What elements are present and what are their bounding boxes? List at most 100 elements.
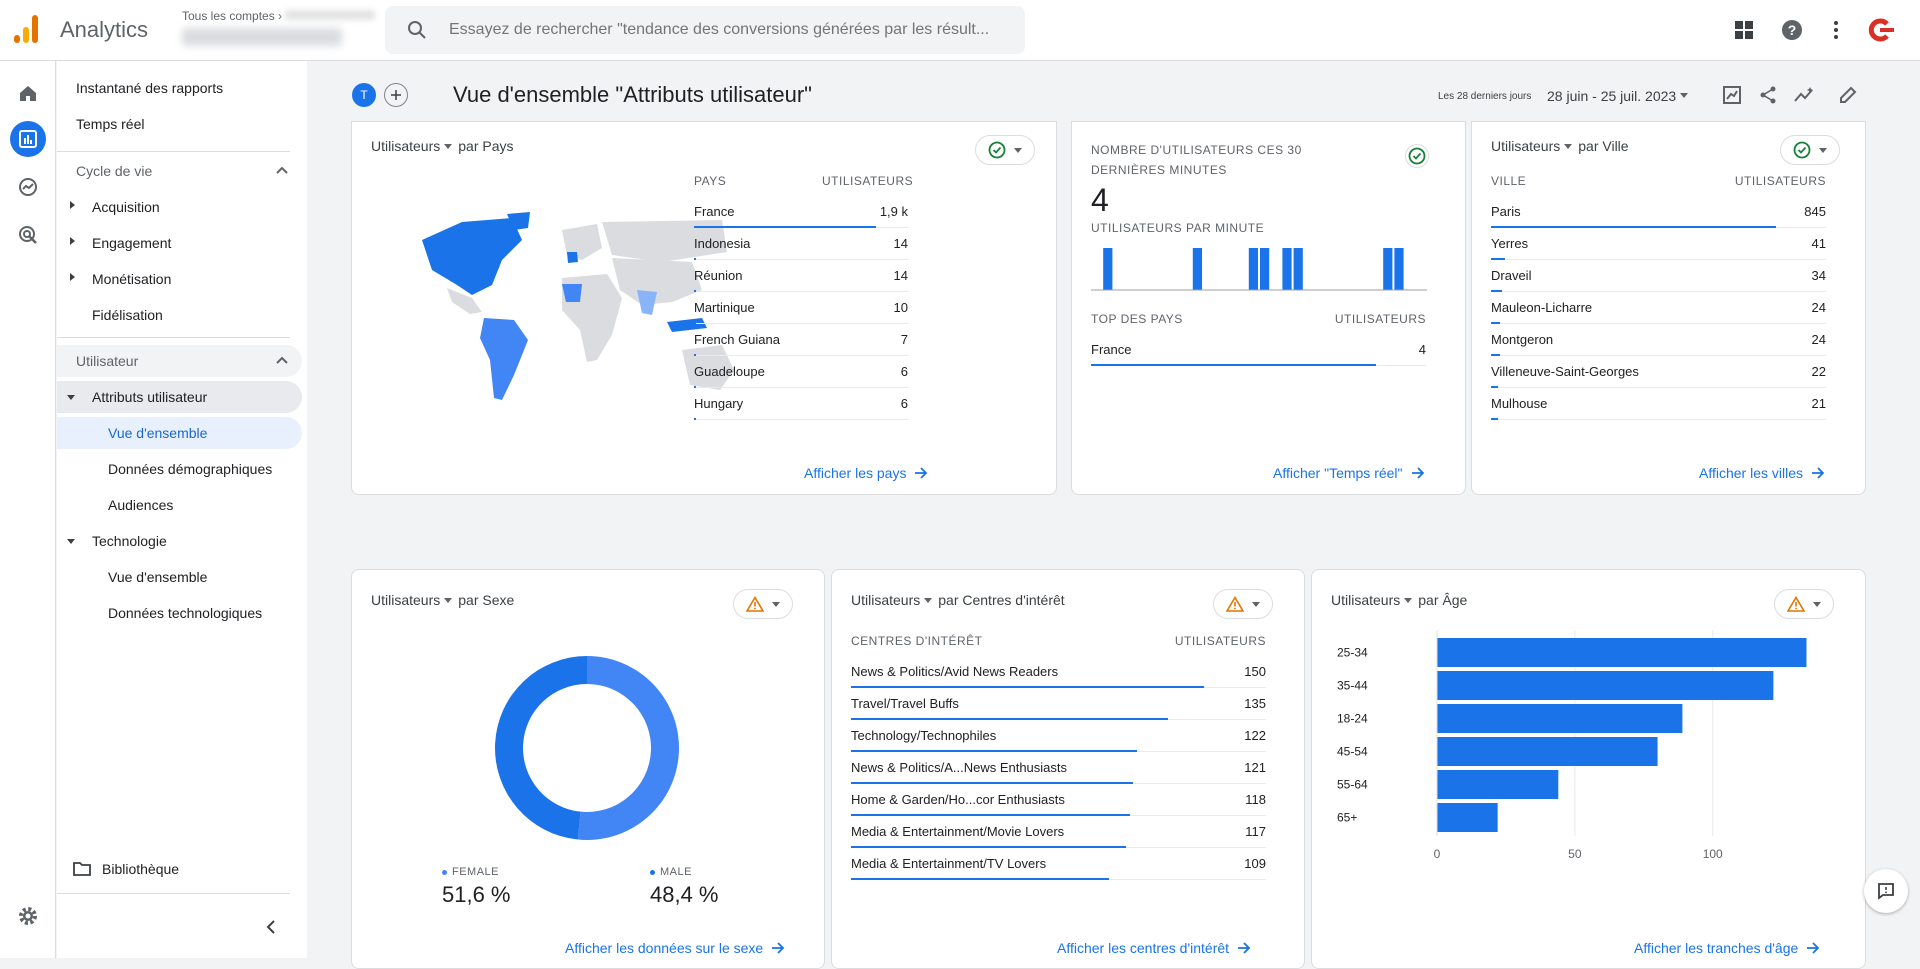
metric-selector[interactable]: Utilisateurs — [371, 592, 441, 608]
table-row[interactable]: Hungary 6 — [694, 388, 908, 420]
advertising-icon[interactable] — [10, 217, 46, 253]
property-name-blurred[interactable] — [182, 28, 342, 46]
metric-selector[interactable]: Utilisateurs — [371, 138, 441, 154]
nav-monetisation[interactable]: Monétisation — [92, 271, 172, 287]
age-bar[interactable] — [1437, 737, 1658, 766]
reports-icon[interactable] — [10, 121, 46, 157]
search-bar[interactable] — [385, 6, 1025, 54]
nav-tech-overview[interactable]: Vue d'ensemble — [108, 569, 208, 585]
table-row[interactable]: Mulhouse 21 — [1491, 388, 1826, 420]
chevron-up-icon[interactable] — [275, 355, 289, 365]
table-row[interactable]: France 1,9 k — [694, 196, 908, 228]
table-row[interactable]: Villeneuve-Saint-Georges 22 — [1491, 356, 1826, 388]
table-row[interactable]: Draveil 34 — [1491, 260, 1826, 292]
age-card-title[interactable]: Utilisateurs par Âge — [1331, 592, 1467, 608]
nav-library[interactable]: Bibliothèque — [102, 861, 180, 877]
table-row[interactable]: Paris 845 — [1491, 196, 1826, 228]
account-breadcrumb[interactable]: Tous les comptes › — [182, 9, 283, 23]
table-row[interactable]: News & Politics/A...News Enthusiasts 121 — [851, 752, 1266, 784]
metric-selector[interactable]: Utilisateurs — [1331, 592, 1401, 608]
world-map[interactable] — [402, 210, 742, 440]
data-quality-chip[interactable] — [733, 589, 793, 619]
collapse-sidebar-chevron-icon[interactable] — [265, 919, 277, 935]
section-lifecycle[interactable]: Cycle de vie — [76, 163, 153, 179]
table-row[interactable]: Home & Garden/Ho...cor Enthusiasts 118 — [851, 784, 1266, 816]
expand-caret-icon[interactable] — [70, 237, 75, 245]
account-avatar[interactable] — [1862, 12, 1898, 48]
nav-demographics[interactable]: Données démographiques — [108, 461, 273, 477]
age-bar-chart[interactable]: 25-34 35-44 18-24 45-54 55-64 65+ 0 50 100 — [1312, 630, 1866, 870]
check-circle-icon[interactable] — [1405, 144, 1429, 168]
country-card-title[interactable]: Utilisateurs par Pays — [371, 138, 514, 154]
gender-card-title[interactable]: Utilisateurs par Sexe — [371, 592, 514, 608]
table-row[interactable]: Technology/Technophiles 122 — [851, 720, 1266, 752]
donut-slice-male[interactable] — [495, 656, 587, 840]
customize-report-icon[interactable] — [1714, 77, 1750, 113]
nav-acquisition[interactable]: Acquisition — [92, 199, 160, 215]
table-row[interactable]: News & Politics/Avid News Readers 150 — [851, 656, 1266, 688]
table-row[interactable]: French Guiana 7 — [694, 324, 908, 356]
city-card-title[interactable]: Utilisateurs par Ville — [1491, 138, 1629, 154]
nav-user-attributes[interactable]: Attributs utilisateur — [92, 389, 208, 405]
view-age-link[interactable]: Afficher les tranches d'âge — [1634, 940, 1820, 956]
per-minute-chart[interactable] — [1091, 244, 1427, 292]
explore-icon[interactable] — [10, 169, 46, 205]
insights-icon[interactable] — [1786, 77, 1822, 113]
collapse-caret-icon[interactable] — [67, 539, 75, 544]
table-row[interactable]: Indonesia 14 — [694, 228, 908, 260]
feedback-icon[interactable] — [1864, 869, 1908, 913]
table-row[interactable]: Media & Entertainment/Movie Lovers 117 — [851, 816, 1266, 848]
settings-gear-icon[interactable] — [10, 898, 46, 934]
nav-retention[interactable]: Fidélisation — [92, 307, 163, 323]
metric-selector[interactable]: Utilisateurs — [1491, 138, 1561, 154]
expand-caret-icon[interactable] — [70, 201, 75, 209]
view-cities-link[interactable]: Afficher les villes — [1699, 465, 1825, 481]
view-realtime-link[interactable]: Afficher "Temps réel" — [1273, 465, 1425, 481]
table-row[interactable]: Montgeron 24 — [1491, 324, 1826, 356]
apps-grid-icon[interactable] — [1726, 12, 1762, 48]
gender-donut-chart[interactable] — [487, 648, 687, 848]
date-range-picker[interactable]: 28 juin - 25 juil. 2023 — [1547, 88, 1694, 104]
collapse-caret-icon[interactable] — [67, 395, 75, 400]
age-bar[interactable] — [1437, 704, 1683, 733]
nav-audiences[interactable]: Audiences — [108, 497, 174, 513]
search-input[interactable] — [449, 6, 1009, 54]
nav-technology[interactable]: Technologie — [92, 533, 167, 549]
table-row[interactable]: Travel/Travel Buffs 135 — [851, 688, 1266, 720]
data-quality-chip[interactable] — [975, 135, 1035, 165]
age-bar[interactable] — [1437, 671, 1774, 700]
donut-slice-female[interactable] — [577, 656, 680, 840]
nav-realtime[interactable]: Temps réel — [76, 116, 145, 132]
nav-tech-details[interactable]: Données technologiques — [108, 605, 263, 621]
age-bar[interactable] — [1437, 638, 1807, 667]
table-row[interactable]: Martinique 10 — [694, 292, 908, 324]
add-comparison-icon[interactable] — [384, 83, 408, 107]
nav-engagement[interactable]: Engagement — [92, 235, 172, 251]
nav-user-overview[interactable]: Vue d'ensemble — [108, 425, 208, 441]
comparison-avatar[interactable]: T — [352, 83, 376, 107]
data-quality-chip[interactable] — [1780, 135, 1840, 165]
chevron-up-icon[interactable] — [275, 165, 289, 175]
analytics-logo[interactable] — [14, 15, 38, 43]
table-row[interactable]: Yerres 41 — [1491, 228, 1826, 260]
table-row[interactable]: Media & Entertainment/TV Lovers 109 — [851, 848, 1266, 880]
help-icon[interactable]: ? — [1774, 12, 1810, 48]
data-quality-chip[interactable] — [1213, 589, 1273, 619]
table-row[interactable]: France 4 — [1091, 334, 1426, 366]
share-icon[interactable] — [1750, 77, 1786, 113]
view-interests-link[interactable]: Afficher les centres d'intérêt — [1057, 940, 1251, 956]
age-bar[interactable] — [1437, 770, 1559, 799]
nav-report-snapshot[interactable]: Instantané des rapports — [76, 80, 224, 96]
table-row[interactable]: Guadeloupe 6 — [694, 356, 908, 388]
table-row[interactable]: Réunion 14 — [694, 260, 908, 292]
age-bar[interactable] — [1437, 803, 1498, 832]
section-user[interactable]: Utilisateur — [76, 353, 139, 369]
view-countries-link[interactable]: Afficher les pays — [804, 465, 928, 481]
view-gender-link[interactable]: Afficher les données sur le sexe — [565, 940, 785, 956]
expand-caret-icon[interactable] — [70, 273, 75, 281]
more-vert-icon[interactable] — [1818, 12, 1854, 48]
table-row[interactable]: Mauleon-Licharre 24 — [1491, 292, 1826, 324]
data-quality-chip[interactable] — [1774, 589, 1834, 619]
metric-selector[interactable]: Utilisateurs — [851, 592, 921, 608]
home-icon[interactable] — [10, 75, 46, 111]
